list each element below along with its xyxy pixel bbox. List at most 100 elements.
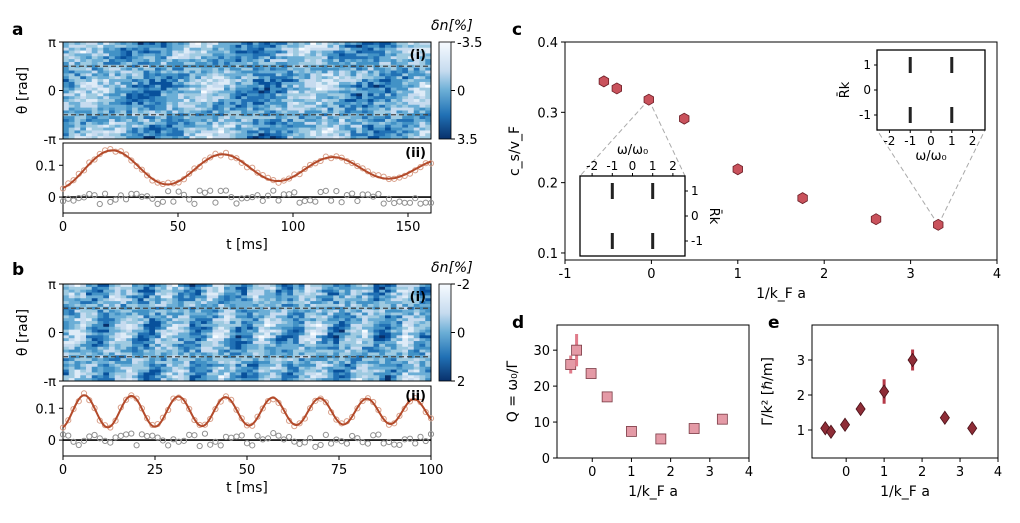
heatmap-cell [344, 349, 351, 353]
x-tick-label: -1 [606, 159, 618, 173]
heatmap-cell [201, 87, 208, 91]
heatmap-cell [275, 284, 282, 288]
heatmap-cell [281, 378, 288, 382]
heatmap-cell [247, 298, 254, 302]
heatmap-cell [333, 369, 340, 373]
heatmap-cell [183, 366, 190, 370]
heatmap-cell [183, 341, 190, 345]
heatmap-cell [120, 298, 127, 302]
heatmap-cell [149, 369, 156, 373]
heatmap-cell [333, 329, 340, 333]
heatmap-cell [195, 346, 202, 351]
data-point [186, 405, 193, 413]
heatmap-cell [137, 87, 144, 91]
heatmap-cell [419, 90, 426, 94]
heatmap-cell [373, 70, 380, 74]
heatmap-cell [137, 289, 144, 293]
heatmap-cell [63, 323, 70, 328]
heatmap-cell [362, 289, 369, 293]
heatmap-cell [390, 343, 397, 348]
heatmap-cell [425, 104, 432, 109]
spectral-bar [950, 107, 954, 123]
heatmap-cell [275, 323, 282, 328]
heatmap-cell [195, 298, 202, 302]
heatmap-cell [304, 341, 311, 345]
heatmap-cell [80, 73, 87, 77]
subpanel-label: (ii) [405, 146, 426, 161]
heatmap-cell [396, 352, 403, 356]
heatmap-cell [327, 352, 334, 356]
heatmap-cell [97, 329, 104, 333]
heatmap-cell [264, 343, 271, 348]
heatmap-cell [310, 375, 317, 379]
heatmap-cell [425, 355, 432, 359]
heatmap-cell [149, 378, 156, 382]
heatmap-cell [195, 349, 202, 353]
heatmap-cell [310, 318, 317, 322]
heatmap-cell [68, 104, 75, 109]
heatmap-cell [327, 81, 334, 86]
heatmap-cell [252, 303, 259, 308]
heatmap-cell [373, 309, 380, 313]
heatmap-cell [183, 93, 190, 97]
heatmap-cell [212, 309, 219, 313]
heatmap-cell [425, 53, 432, 57]
heatmap-cell [419, 323, 426, 328]
heatmap-cell [402, 110, 409, 114]
heatmap-cell [350, 312, 357, 316]
heatmap-cell [344, 309, 351, 313]
heatmap-cell [241, 64, 248, 69]
heatmap-cell [91, 341, 98, 345]
heatmap-cell [327, 73, 334, 77]
heatmap-cell [109, 335, 116, 339]
heatmap-cell [304, 346, 311, 351]
residual-point [196, 442, 203, 450]
heatmap-cell [235, 289, 242, 293]
heatmap-cell [178, 107, 185, 111]
heatmap-cell [201, 61, 208, 66]
heatmap-cell [80, 116, 87, 120]
heatmap-cell [172, 352, 179, 356]
heatmap-cell [333, 295, 340, 299]
heatmap-cell [252, 56, 259, 60]
heatmap-cell [68, 338, 75, 342]
heatmap-cell [247, 47, 254, 51]
residual-point [201, 189, 209, 196]
heatmap-cell [264, 284, 271, 288]
heatmap-cell [224, 335, 231, 339]
heatmap-cell [362, 346, 369, 351]
heatmap-cell [149, 309, 156, 313]
heatmap-cell [402, 93, 409, 97]
heatmap-cell [195, 79, 202, 83]
heatmap-cell [373, 73, 380, 77]
heatmap-cell [344, 130, 351, 134]
heatmap-cell [408, 56, 415, 60]
x-tick-label: -2 [586, 159, 598, 173]
heatmap-cell [212, 349, 219, 353]
heatmap-cell [413, 343, 420, 348]
heatmap-cell [143, 323, 150, 328]
heatmap-cell [287, 292, 294, 296]
heatmap-cell [132, 361, 139, 365]
heatmap-cell [350, 110, 357, 114]
heatmap-cell [304, 124, 311, 128]
heatmap-cell [304, 73, 311, 77]
heatmap-cell [362, 312, 369, 316]
heatmap-cell [425, 99, 432, 103]
heatmap-cell [97, 349, 104, 353]
residual-point [296, 440, 303, 447]
heatmap-cell [172, 329, 179, 333]
heatmap-cell [91, 59, 98, 63]
heatmap-cell [120, 292, 127, 296]
heatmap-cell [143, 301, 150, 305]
colorbar-title: δn[%] [431, 18, 473, 34]
heatmap-cell [413, 104, 420, 109]
heatmap-cell [97, 84, 104, 89]
heatmap-cell [350, 315, 357, 319]
heatmap-cell [74, 346, 81, 351]
heatmap-cell [373, 93, 380, 97]
heatmap-cell [143, 133, 150, 137]
heatmap-cell [224, 358, 231, 362]
heatmap-cell [281, 358, 288, 362]
heatmap-cell [155, 341, 162, 345]
